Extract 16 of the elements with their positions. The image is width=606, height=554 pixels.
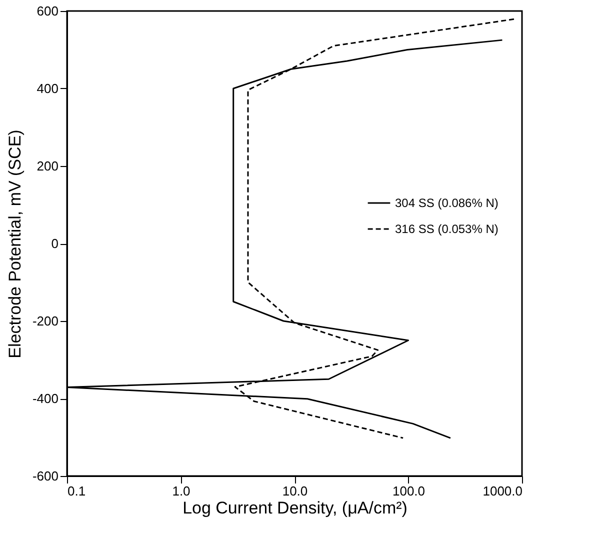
legend-label: 316 SS (0.053% N) bbox=[395, 222, 498, 236]
y-tick-label: 600 bbox=[36, 4, 58, 18]
legend-label: 304 SS (0.086% N) bbox=[395, 196, 498, 210]
y-axis-title: Electrode Potential, mV (SCE) bbox=[5, 130, 24, 358]
y-tick-label: 200 bbox=[36, 158, 58, 174]
x-tick-label: 100.0 bbox=[392, 484, 426, 498]
x-tick-label: 0.1 bbox=[68, 484, 86, 498]
y-tick-label: -400 bbox=[32, 391, 58, 406]
y-tick-label: -600 bbox=[32, 468, 58, 484]
y-tick-label: 0 bbox=[51, 236, 58, 251]
x-tick-label: 10.0 bbox=[282, 484, 308, 498]
y-tick-label: -200 bbox=[32, 314, 58, 328]
y-tick-label: 400 bbox=[36, 81, 58, 96]
x-tick-label: 1000.0 bbox=[482, 484, 522, 498]
x-tick-label: 1.0 bbox=[172, 484, 190, 498]
x-axis-title: Log Current Density, (μA/cm²) bbox=[182, 498, 408, 518]
